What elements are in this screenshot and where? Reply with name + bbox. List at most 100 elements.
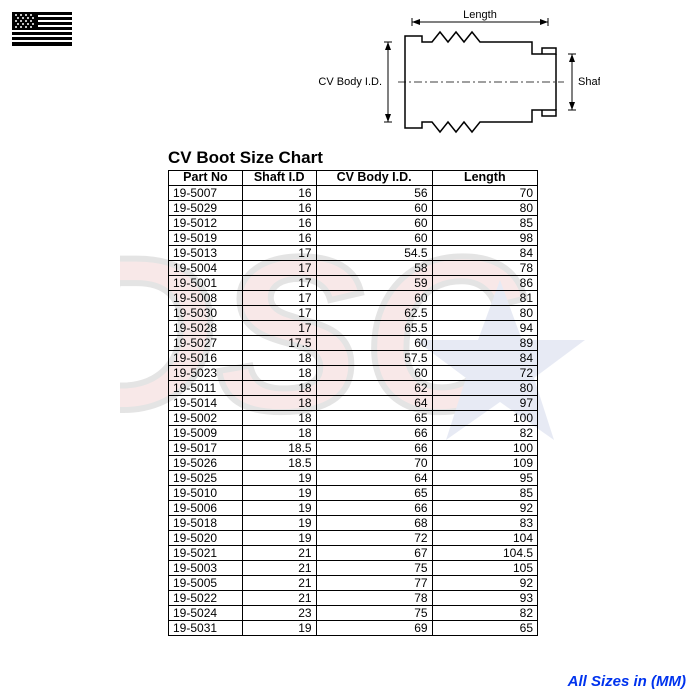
table-row: 19-5029166080 bbox=[169, 201, 538, 216]
cell-shaft: 17 bbox=[242, 261, 316, 276]
cell-shaft: 17.5 bbox=[242, 336, 316, 351]
table-row: 19-50032175105 bbox=[169, 561, 538, 576]
cell-shaft: 18 bbox=[242, 351, 316, 366]
cell-body: 62.5 bbox=[316, 306, 432, 321]
col-len: Length bbox=[432, 171, 537, 186]
cell-part: 19-5005 bbox=[169, 576, 243, 591]
cell-shaft: 19 bbox=[242, 516, 316, 531]
cell-body: 66 bbox=[316, 441, 432, 456]
cell-len: 72 bbox=[432, 366, 537, 381]
cell-len: 78 bbox=[432, 261, 537, 276]
cell-body: 66 bbox=[316, 501, 432, 516]
cell-len: 85 bbox=[432, 216, 537, 231]
table-row: 19-5011186280 bbox=[169, 381, 538, 396]
table-row: 19-50131754.584 bbox=[169, 246, 538, 261]
us-flag-icon bbox=[12, 12, 72, 46]
cell-part: 19-5003 bbox=[169, 561, 243, 576]
table-row: 19-502618.570109 bbox=[169, 456, 538, 471]
cell-body: 60 bbox=[316, 366, 432, 381]
cell-body: 59 bbox=[316, 276, 432, 291]
cell-len: 94 bbox=[432, 321, 537, 336]
table-row: 19-5024237582 bbox=[169, 606, 538, 621]
cell-body: 67 bbox=[316, 546, 432, 561]
cell-len: 83 bbox=[432, 516, 537, 531]
cell-len: 95 bbox=[432, 471, 537, 486]
cell-body: 65 bbox=[316, 411, 432, 426]
cell-shaft: 16 bbox=[242, 186, 316, 201]
cell-shaft: 21 bbox=[242, 561, 316, 576]
cell-shaft: 18 bbox=[242, 411, 316, 426]
cell-shaft: 17 bbox=[242, 321, 316, 336]
cell-body: 60 bbox=[316, 336, 432, 351]
cell-part: 19-5001 bbox=[169, 276, 243, 291]
cell-part: 19-5014 bbox=[169, 396, 243, 411]
cell-body: 75 bbox=[316, 561, 432, 576]
table-row: 19-50161857.584 bbox=[169, 351, 538, 366]
cell-len: 97 bbox=[432, 396, 537, 411]
cell-part: 19-5030 bbox=[169, 306, 243, 321]
size-table: Part No Shaft I.D CV Body I.D. Length 19… bbox=[168, 170, 538, 636]
cell-len: 65 bbox=[432, 621, 537, 636]
cell-body: 69 bbox=[316, 621, 432, 636]
table-row: 19-5005217792 bbox=[169, 576, 538, 591]
cell-shaft: 18 bbox=[242, 426, 316, 441]
cell-len: 80 bbox=[432, 381, 537, 396]
cell-part: 19-5029 bbox=[169, 201, 243, 216]
cell-len: 85 bbox=[432, 486, 537, 501]
cell-part: 19-5019 bbox=[169, 231, 243, 246]
cell-len: 80 bbox=[432, 306, 537, 321]
table-row: 19-5025196495 bbox=[169, 471, 538, 486]
cell-len: 89 bbox=[432, 336, 537, 351]
cell-shaft: 19 bbox=[242, 486, 316, 501]
cell-part: 19-5016 bbox=[169, 351, 243, 366]
cell-part: 19-5027 bbox=[169, 336, 243, 351]
cell-part: 19-5008 bbox=[169, 291, 243, 306]
cell-body: 56 bbox=[316, 186, 432, 201]
table-row: 19-50212167104.5 bbox=[169, 546, 538, 561]
cell-part: 19-5011 bbox=[169, 381, 243, 396]
table-row: 19-5031196965 bbox=[169, 621, 538, 636]
cell-shaft: 17 bbox=[242, 291, 316, 306]
table-row: 19-5022217893 bbox=[169, 591, 538, 606]
table-row: 19-5006196692 bbox=[169, 501, 538, 516]
cell-len: 81 bbox=[432, 291, 537, 306]
cell-body: 64 bbox=[316, 471, 432, 486]
cell-body: 77 bbox=[316, 576, 432, 591]
table-row: 19-5004175878 bbox=[169, 261, 538, 276]
table-header-row: Part No Shaft I.D CV Body I.D. Length bbox=[169, 171, 538, 186]
cell-body: 64 bbox=[316, 396, 432, 411]
cell-part: 19-5002 bbox=[169, 411, 243, 426]
cell-part: 19-5018 bbox=[169, 516, 243, 531]
cell-len: 105 bbox=[432, 561, 537, 576]
footer-note: All Sizes in (MM) bbox=[568, 673, 686, 690]
cell-body: 58 bbox=[316, 261, 432, 276]
table-row: 19-5012166085 bbox=[169, 216, 538, 231]
cell-len: 98 bbox=[432, 231, 537, 246]
cell-body: 78 bbox=[316, 591, 432, 606]
cell-shaft: 18 bbox=[242, 396, 316, 411]
table-row: 19-5014186497 bbox=[169, 396, 538, 411]
cell-body: 60 bbox=[316, 231, 432, 246]
size-chart: CV Boot Size Chart Part No Shaft I.D CV … bbox=[168, 148, 538, 636]
cell-body: 60 bbox=[316, 291, 432, 306]
table-row: 19-50201972104 bbox=[169, 531, 538, 546]
cell-shaft: 16 bbox=[242, 231, 316, 246]
cell-shaft: 18 bbox=[242, 381, 316, 396]
table-row: 19-5001175986 bbox=[169, 276, 538, 291]
cell-part: 19-5017 bbox=[169, 441, 243, 456]
diagram-body-label: CV Body I.D. bbox=[318, 76, 382, 88]
cell-part: 19-5006 bbox=[169, 501, 243, 516]
cell-part: 19-5007 bbox=[169, 186, 243, 201]
cell-body: 60 bbox=[316, 201, 432, 216]
cell-part: 19-5010 bbox=[169, 486, 243, 501]
cell-body: 66 bbox=[316, 426, 432, 441]
cell-shaft: 17 bbox=[242, 246, 316, 261]
cell-part: 19-5020 bbox=[169, 531, 243, 546]
cell-len: 104.5 bbox=[432, 546, 537, 561]
cell-body: 65.5 bbox=[316, 321, 432, 336]
table-row: 19-5007165670 bbox=[169, 186, 538, 201]
cell-len: 100 bbox=[432, 441, 537, 456]
table-row: 19-5009186682 bbox=[169, 426, 538, 441]
cell-shaft: 18.5 bbox=[242, 441, 316, 456]
cell-len: 82 bbox=[432, 426, 537, 441]
